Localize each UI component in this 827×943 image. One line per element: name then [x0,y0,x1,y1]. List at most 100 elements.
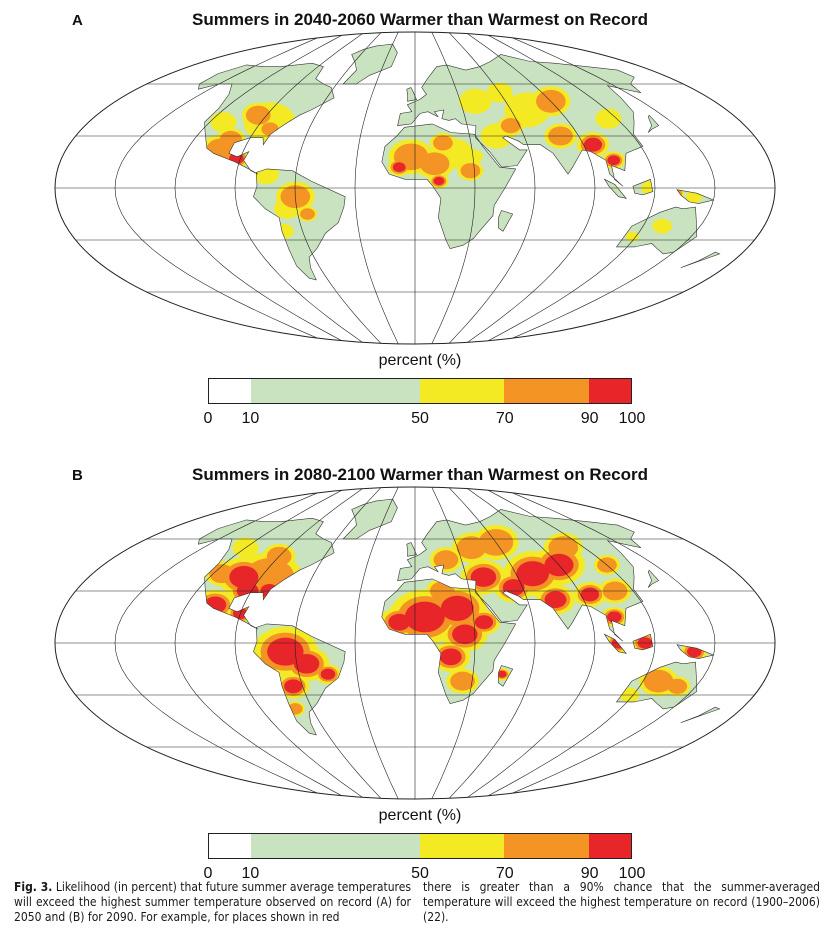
meridian-line [481,487,656,799]
likelihood-patch [433,176,445,186]
coastline [680,706,721,723]
coastline [253,168,346,281]
likelihood-patch [419,152,450,176]
coastline [342,498,398,540]
legend-tick-label: 90 [580,865,599,882]
coastline [615,661,698,710]
legend-tick-label: 10 [241,865,260,882]
likelihood-patch [209,564,235,584]
likelihood-patch [433,135,453,151]
legend-tick-label: 50 [411,865,429,882]
likelihood-patch [667,678,688,694]
likelihood-patch [284,679,303,694]
coastline [406,542,417,557]
likelihood-patch [643,669,674,693]
likelihood-patch [439,648,462,666]
meridian-line [431,487,476,799]
coastline [497,665,514,687]
likelihood-patch [548,536,579,560]
likelihood-patch [452,624,478,645]
legend-tick-label: 100 [618,410,646,427]
likelihood-patch [625,231,639,242]
likelihood-patch [474,615,494,630]
likelihood-patch [293,654,320,674]
legend-tick-label: 100 [618,865,646,882]
panel-b: B Summers in 2080-2100 Warmer than Warme… [0,455,827,895]
caption-column-right: there is greater than a 90% chance that … [423,880,820,925]
coastline [497,210,514,232]
meridian-line [498,32,716,344]
meridian-line [354,487,399,799]
meridian-line [294,487,382,799]
legend-bin-90-100 [588,379,631,403]
coastline [615,206,698,255]
legend-bin-70-90 [504,834,589,858]
meridian-line [498,487,716,799]
likelihood-patch [470,567,497,587]
coastline [647,569,660,588]
likelihood-patch [500,118,521,134]
land-japan [648,115,659,133]
likelihood-patch [320,668,336,680]
legend-title: percent (%) [378,352,462,369]
coastline [647,114,660,133]
likelihood-patch [544,591,567,609]
legend-tick-label: 50 [411,410,429,427]
legend-tick-label: 90 [580,410,599,427]
coastline [632,633,654,651]
panel-title: Summers in 2080-2100 Warmer than Warmest… [191,465,648,484]
coastline [676,189,715,204]
land-uk [406,542,417,557]
panel-letter: B [72,467,83,484]
likelihood-patch [583,137,603,152]
likelihood-patch [229,565,259,589]
meridian-line [174,32,349,344]
coastline [381,578,517,705]
meridian-line [234,487,365,799]
land-madagascar [498,210,513,232]
legend-bin-50-70 [419,834,505,858]
panel-letter: A [72,12,83,29]
coastline [406,87,417,102]
graticule [55,487,775,799]
coastline [603,633,627,654]
likelihood-patch [388,613,411,631]
legend-bin-70-90 [504,379,589,403]
legend-ticks: 0 10 50 70 90 100 [0,410,827,430]
coastline [397,54,644,187]
coastline [632,178,654,196]
meridian-line [448,32,536,344]
legend-title: percent (%) [378,807,462,824]
meridian-line [431,32,476,344]
meridian-line [481,32,656,344]
legend-bin-0-10 [209,379,252,403]
likelihood-patch [392,162,406,173]
likelihood-patch [497,670,507,678]
coastline [198,517,335,630]
land-indonesia-a [604,179,627,199]
legend-tick-label: 0 [203,410,213,427]
meridian-line [448,487,536,799]
coastline [198,62,335,175]
likelihood-patch [652,218,672,234]
likelihood-patch [595,108,622,129]
legend-ticks: 0 10 50 70 90 100 [0,865,827,885]
land-new-zealand [680,707,720,723]
meridian-line [354,32,399,344]
land-greenland [343,44,398,84]
caption-text: there is greater than a 90% chance that … [423,880,820,924]
likelihood-patch [607,611,622,623]
likelihood-patch [245,105,271,125]
panel-title: Summers in 2040-2060 Warmer than Warmest… [191,10,648,29]
legend-bin-0-10 [209,834,252,858]
likelihood-patch [516,561,550,587]
caption-column-left: Fig. 3. Likelihood (in percent) that fut… [14,880,411,925]
land-uk [406,87,417,102]
legend-tick-label: 0 [203,865,213,882]
meridian-line [174,487,349,799]
meridian-line [465,32,596,344]
world-map-2050 [54,31,776,345]
legend-bin-90-100 [588,834,631,858]
land-greenland [343,499,398,539]
land-japan [648,570,659,588]
